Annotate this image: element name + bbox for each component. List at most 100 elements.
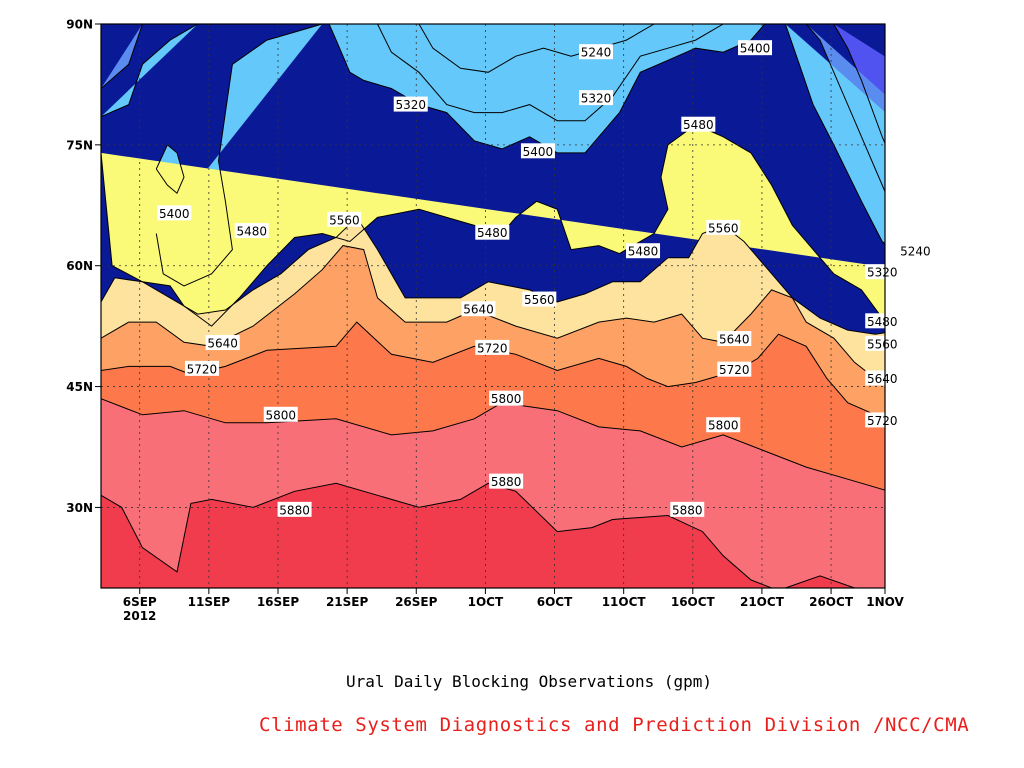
contour-label-text: 5400 <box>523 145 554 159</box>
contour-label-text: 5560 <box>524 293 555 307</box>
contour-label-box <box>489 390 524 406</box>
x-tick-label-0: 6SEP <box>123 595 157 609</box>
contour-label-box <box>461 301 496 317</box>
contour-label-box <box>681 116 716 132</box>
y-tick-label-4: 30N <box>66 501 93 515</box>
contour-label-text: 5240 <box>581 46 612 60</box>
contour-label-box <box>520 143 555 159</box>
contour-label-27: 5800 <box>706 417 741 433</box>
contour-label-box <box>205 335 240 351</box>
contour-label-10: 5560 <box>327 211 362 227</box>
x-axis: 6SEP 11SEP 16SEP 21SEP 26SEP 1OCT 6OCT 11OCT 16O… <box>123 588 904 623</box>
contour-band-5400 <box>329 24 765 153</box>
x-tick-label-11: 1NOV <box>866 595 904 609</box>
contour-label-text: 5400 <box>740 42 771 56</box>
contour-label-8: 5480 <box>475 224 510 240</box>
contour-label-text: 5560 <box>867 337 898 351</box>
contour-label-23: 5720 <box>717 361 752 377</box>
x-tick-label-6: 6OCT <box>537 595 573 609</box>
contour-label-text: 5560 <box>329 213 360 227</box>
contour-label-box <box>263 406 298 422</box>
isoline-5400-8 <box>328 24 766 154</box>
contour-label-text: 5640 <box>719 333 750 347</box>
x-tick-label-2: 16SEP <box>257 595 300 609</box>
chart-caption: Ural Daily Blocking Observations (gpm) <box>346 672 713 691</box>
contour-label-4: 5400 <box>157 205 192 221</box>
y-tick-label-0: 90N <box>66 18 93 32</box>
contour-label-20: 5640 <box>865 370 900 386</box>
contour-band-5400 <box>101 24 198 117</box>
contour-label-box <box>234 223 269 239</box>
y-tick-label-1: 75N <box>66 138 93 152</box>
isoline-5240-14 <box>418 24 655 73</box>
x-tick-label-9: 21OCT <box>740 595 785 609</box>
contour-label-text: 5480 <box>236 225 267 239</box>
isoline-5480-5 <box>101 124 885 327</box>
x-tick-label-4: 26SEP <box>395 595 438 609</box>
contour-lines <box>101 24 885 588</box>
contour-label-box <box>579 90 614 106</box>
contour-label-box <box>475 224 510 240</box>
plot-frame <box>100 23 886 589</box>
contour-label-box <box>738 40 773 56</box>
contour-label-28: 5880 <box>489 473 524 489</box>
contour-label-30: 5880 <box>670 501 705 517</box>
contour-label-text: 5320 <box>395 98 426 112</box>
contour-label-text: 5880 <box>279 503 310 517</box>
contour-label-text: 5640 <box>463 303 494 317</box>
isoline-5320-13 <box>805 24 885 193</box>
y-axis: 90N 75N 60N 45N 30N <box>66 18 101 515</box>
x-tick-label-3: 21SEP <box>326 595 369 609</box>
x-tick-label-5: 1OCT <box>468 595 504 609</box>
x-tick-label-1: 11SEP <box>188 595 231 609</box>
contour-label-21: 5720 <box>475 339 510 355</box>
y-tick-label-3: 45N <box>66 380 93 394</box>
contour-label-text: 5720 <box>187 362 218 376</box>
isoline-5560-4 <box>101 216 885 335</box>
contour-label-15: 5480 <box>865 313 900 329</box>
contour-label-text: 5240 <box>900 245 931 259</box>
contour-label-text: 5880 <box>672 503 703 517</box>
contour-label-7: 5480 <box>234 223 269 239</box>
contour-label-box <box>157 205 192 221</box>
x-tick-label-10: 26OCT <box>809 595 854 609</box>
isoline-5400-10 <box>784 24 885 245</box>
contour-label-11: 5560 <box>706 219 741 235</box>
contour-label-3: 5400 <box>738 40 773 56</box>
contour-label-box <box>865 412 900 428</box>
contour-label-16: 5560 <box>865 335 900 351</box>
isoline-5800-1 <box>101 398 885 491</box>
contour-label-0: 5240 <box>579 44 614 60</box>
contour-label-box <box>277 501 312 517</box>
x-year-label: 2012 <box>123 609 156 623</box>
contour-label-9: 5480 <box>626 243 661 259</box>
contour-label-text: 5560 <box>708 221 739 235</box>
contour-label-text: 5880 <box>491 475 522 489</box>
contour-label-text: 5640 <box>867 372 898 386</box>
contour-label-17: 5640 <box>461 301 496 317</box>
contour-label-5: 5400 <box>520 143 555 159</box>
contour-label-text: 5800 <box>265 408 296 422</box>
contour-label-18: 5640 <box>205 335 240 351</box>
contour-label-box <box>706 219 741 235</box>
contour-label-26: 5800 <box>489 390 524 406</box>
credit-line: Climate System Diagnostics and Predictio… <box>259 714 970 736</box>
contour-label-text: 5480 <box>477 226 508 240</box>
contour-label-box <box>579 44 614 60</box>
contour-label-6: 5480 <box>681 116 716 132</box>
contour-label-29: 5880 <box>277 501 312 517</box>
contour-label-text: 5400 <box>159 207 190 221</box>
isoline-5240-15 <box>833 24 885 145</box>
contour-label-box <box>865 313 900 329</box>
contour-label-text: 5720 <box>867 414 898 428</box>
contour-label-25: 5800 <box>263 406 298 422</box>
contour-label-box <box>865 264 900 280</box>
contour-label-box <box>393 96 428 112</box>
contour-label-text: 5800 <box>491 392 522 406</box>
contour-band-5320 <box>101 24 143 89</box>
y-tick-label-2: 60N <box>66 259 93 273</box>
contour-label-box <box>706 417 741 433</box>
contour-label-box <box>865 370 900 386</box>
contour-label-box <box>898 243 933 259</box>
